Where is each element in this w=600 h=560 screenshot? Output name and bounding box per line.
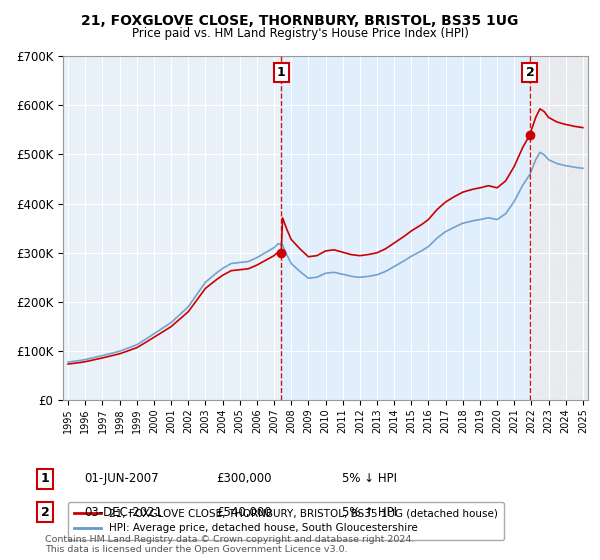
Text: 01-JUN-2007: 01-JUN-2007 [84,472,158,486]
Text: 1: 1 [277,66,286,80]
Text: 03-DEC-2021: 03-DEC-2021 [84,506,162,519]
Text: 5% ↑ HPI: 5% ↑ HPI [342,506,397,519]
Text: £300,000: £300,000 [216,472,271,486]
Text: 2: 2 [41,506,49,519]
Text: Contains HM Land Registry data © Crown copyright and database right 2024.
This d: Contains HM Land Registry data © Crown c… [45,535,415,554]
Text: 2: 2 [526,66,535,80]
Bar [530,56,588,400]
Text: £540,000: £540,000 [216,506,272,519]
Text: 5% ↓ HPI: 5% ↓ HPI [342,472,397,486]
Legend: 21, FOXGLOVE CLOSE, THORNBURY, BRISTOL, BS35 1UG (detached house), HPI: Average : 21, FOXGLOVE CLOSE, THORNBURY, BRISTOL, … [68,502,504,540]
Text: 1: 1 [41,472,49,486]
Bar [281,56,530,400]
Text: 21, FOXGLOVE CLOSE, THORNBURY, BRISTOL, BS35 1UG: 21, FOXGLOVE CLOSE, THORNBURY, BRISTOL, … [82,14,518,28]
Text: Price paid vs. HM Land Registry's House Price Index (HPI): Price paid vs. HM Land Registry's House … [131,27,469,40]
